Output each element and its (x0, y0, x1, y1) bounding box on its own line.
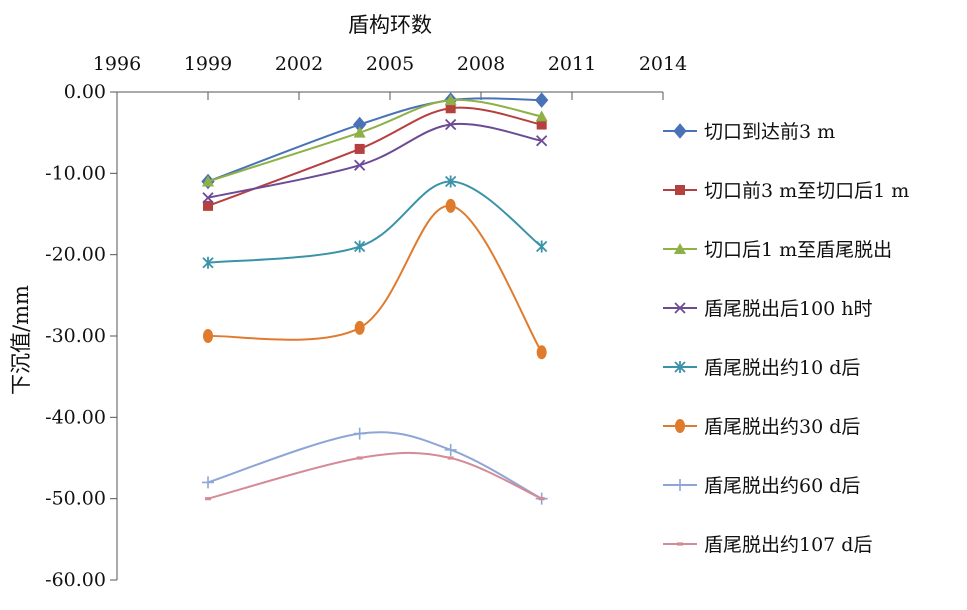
legend-marker (673, 123, 687, 139)
x-tick-label: 2002 (275, 53, 323, 75)
legend-label: 盾尾脱出约60 d后 (704, 475, 860, 497)
data-point (354, 240, 366, 253)
legend-item: 切口后1 m至盾尾脱出 (663, 239, 892, 261)
legend-label: 盾尾脱出约30 d后 (704, 416, 860, 438)
legend-marker (674, 479, 686, 491)
data-point (202, 476, 214, 489)
series-line (207, 204, 543, 353)
data-point (444, 94, 457, 106)
data-point (447, 456, 454, 460)
series-line (207, 122, 542, 199)
y-tick-label: -10.00 (45, 162, 106, 184)
x-tick-label: 1999 (184, 53, 232, 75)
data-point (202, 192, 214, 204)
x-tick-label: 2005 (366, 53, 414, 75)
data-point (356, 456, 363, 460)
legend-item: 盾尾脱出约10 d后 (663, 357, 860, 379)
axes: 1996 1999 2002 2005 2008 2011 2014 0.00 -10.00 -2… (45, 53, 687, 591)
data-point (202, 256, 214, 269)
data-point (535, 110, 548, 122)
legend-marker (674, 361, 686, 373)
series-7 (202, 427, 548, 505)
y-axis-title: 下沉值/mm (9, 285, 33, 395)
data-point (536, 135, 548, 147)
series-2 (203, 103, 547, 211)
legend-label: 盾尾脱出约10 d后 (704, 357, 860, 379)
data-point (353, 427, 366, 440)
data-point (353, 126, 366, 138)
legend: 切口到达前3 m 切口前3 m至切口后1 m 切口后1 m至盾尾脱出盾尾脱出后100… (663, 121, 909, 556)
series-line (207, 97, 542, 183)
series-8 (205, 451, 545, 501)
legend-item: 盾尾脱出约30 d后 (663, 416, 860, 438)
data-point (535, 92, 549, 108)
series-line (207, 180, 543, 264)
legend-label: 切口后1 m至盾尾脱出 (704, 239, 892, 261)
data-point (202, 175, 214, 187)
x-tick-label: 2011 (548, 53, 596, 75)
data-point (354, 159, 366, 171)
y-tick-label: -60.00 (45, 569, 106, 591)
data-point (445, 118, 457, 131)
data-point (205, 497, 211, 501)
x-tick-label: 1996 (93, 53, 141, 75)
series-1 (201, 92, 549, 190)
legend-item: 盾尾脱出约107 d后 (663, 534, 872, 556)
data-point (444, 443, 457, 456)
series-line (207, 98, 542, 183)
y-tick-label: -30.00 (45, 325, 106, 347)
legend-label: 盾尾脱出约107 d后 (704, 534, 872, 556)
data-point (445, 103, 456, 114)
data-point (538, 497, 545, 501)
legend-marker (674, 302, 686, 314)
data-point (536, 240, 548, 253)
x-tick-label: 2014 (639, 53, 687, 75)
y-tick-label: 0.00 (64, 81, 106, 103)
data-point (354, 320, 365, 335)
legend-item: 盾尾脱出后100 h时 (663, 298, 873, 320)
legend-label: 切口前3 m至切口后1 m (704, 180, 909, 202)
legend-item: 切口前3 m至切口后1 m (663, 180, 909, 202)
legend-item: 切口到达前3 m (663, 121, 835, 143)
data-point (536, 345, 547, 360)
y-tick-label: -40.00 (45, 406, 106, 428)
series-line (207, 451, 543, 500)
x-axis-title: 盾构环数 (348, 13, 432, 37)
y-tick-label: -20.00 (45, 244, 106, 266)
legend-marker (674, 243, 686, 254)
data-point (203, 329, 213, 343)
data-point (203, 200, 213, 211)
data-point (536, 119, 547, 130)
data-point (354, 143, 365, 154)
legend-item: 盾尾脱出约60 d后 (663, 475, 860, 497)
legend-label: 切口到达前3 m (704, 121, 835, 143)
series-layer (201, 92, 549, 505)
legend-marker (675, 419, 685, 433)
series-line (207, 106, 542, 207)
legend-label: 盾尾脱出后100 h时 (704, 298, 873, 320)
legend-marker (677, 542, 683, 546)
series-4 (202, 118, 548, 204)
series-line (207, 431, 543, 500)
data-point (445, 198, 456, 213)
series-6 (203, 198, 547, 360)
series-3 (202, 94, 548, 187)
legend-marker (675, 185, 685, 195)
series-5 (202, 175, 548, 269)
x-tick-label: 2008 (457, 53, 505, 75)
y-tick-label: -50.00 (45, 488, 106, 510)
data-point (445, 175, 457, 188)
